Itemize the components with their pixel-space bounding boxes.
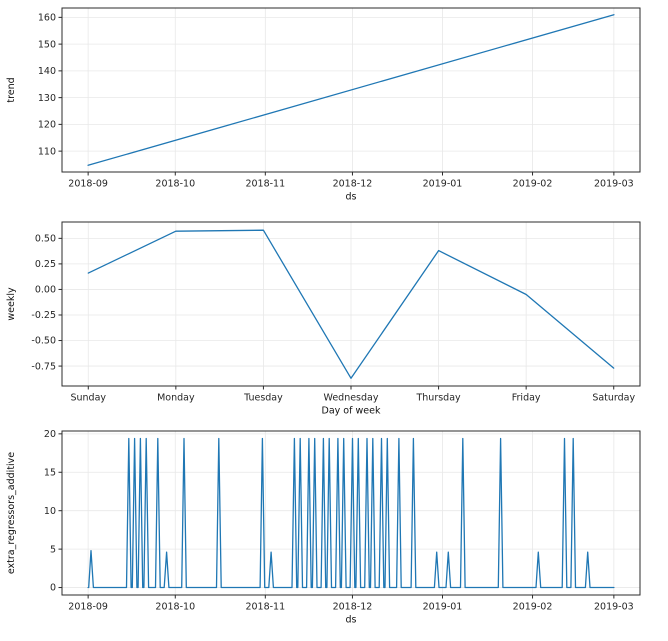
x-tick-label: 2018-09	[68, 602, 108, 613]
x-axis-label: ds	[346, 615, 357, 626]
y-tick-label: 10	[44, 506, 56, 517]
y-tick-label: 150	[38, 39, 56, 50]
x-tick-label: 2019-02	[513, 179, 553, 190]
x-tick-label: Saturday	[592, 393, 635, 404]
y-tick-label: -0.50	[31, 336, 56, 347]
y-tick-label: -0.75	[31, 361, 56, 372]
y-axis-label: trend	[6, 77, 17, 102]
x-tick-label: Wednesday	[323, 393, 378, 404]
y-tick-label: 120	[38, 120, 56, 131]
weekly-subplot: Sunday Monday Tuesday Wednesday Thursday Frid…	[6, 221, 641, 417]
y-tick-label: 130	[38, 93, 56, 104]
x-tick-label: 2018-12	[333, 179, 373, 190]
x-tick-label: 2018-11	[245, 179, 285, 190]
x-tick-label: 2019-01	[423, 602, 463, 613]
trend-line	[87, 14, 615, 166]
x-tick-label: 2018-12	[333, 602, 373, 613]
x-tick-label: 2018-10	[155, 179, 195, 190]
x-tick-label: 2018-09	[68, 179, 108, 190]
x-tick-label: 2019-03	[594, 179, 634, 190]
axes-spines	[61, 7, 641, 173]
y-tick-label: 0	[50, 583, 56, 594]
weekly-line	[87, 229, 615, 379]
x-tick-label: Sunday	[70, 393, 106, 404]
y-tick-label: 110	[38, 146, 56, 157]
x-tick-label: Thursday	[415, 393, 461, 404]
y-tick-label: 5	[50, 544, 56, 555]
y-tick-label: 0.25	[35, 259, 56, 270]
y-tick-label: 140	[38, 66, 56, 77]
x-tick-label: 2019-01	[423, 179, 463, 190]
extra_regressors_additive-line	[87, 437, 615, 589]
trend-subplot: 2018-09 2018-10 2018-11 2018-12 2019-01 2019-…	[6, 7, 641, 203]
x-axis-label: ds	[346, 192, 357, 203]
y-axis-label: extra_regressors_additive	[6, 452, 17, 574]
extra_regressors_additive-subplot: 2018-09 2018-10 2018-11 2018-12 2019-01 2019-…	[6, 429, 641, 626]
y-tick-label: 0.00	[35, 285, 56, 296]
x-tick-label: 2018-10	[155, 602, 195, 613]
x-tick-label: 2019-02	[513, 602, 553, 613]
x-tick-label: Tuesday	[243, 393, 283, 404]
x-tick-label: Monday	[157, 393, 195, 404]
y-tick-label: 15	[44, 467, 56, 478]
y-tick-label: 160	[38, 13, 56, 24]
y-axis-label: weekly	[6, 287, 17, 321]
x-tick-label: Friday	[512, 393, 541, 404]
y-tick-label: 0.50	[35, 234, 56, 245]
axes-spines	[61, 430, 641, 596]
x-axis-label: Day of week	[322, 406, 381, 417]
x-tick-label: 2018-11	[245, 602, 285, 613]
y-tick-label: -0.25	[31, 310, 56, 321]
y-tick-label: 20	[44, 429, 56, 440]
x-tick-label: 2019-03	[594, 602, 634, 613]
